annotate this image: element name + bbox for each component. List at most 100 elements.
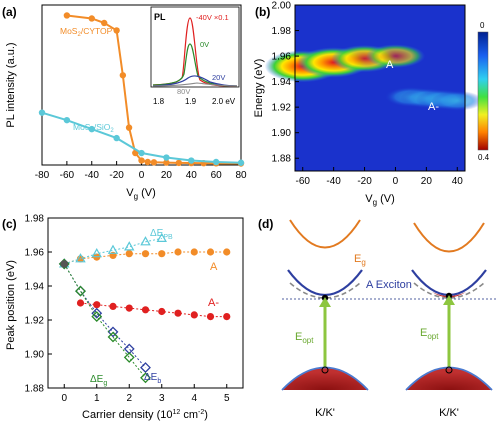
series-point — [138, 157, 145, 164]
series-point — [100, 19, 108, 27]
series-point — [75, 285, 86, 297]
label-mos2-cytop: MoS2/CYTOP — [60, 26, 113, 38]
valence-edge-left — [281, 366, 369, 391]
heatmap-peak-A — [365, 44, 426, 68]
exciton-band-right — [411, 269, 487, 296]
panel-d: (d) Eg A Exciton Eopt Eopt K/K' K/K' — [258, 217, 498, 419]
series-point — [188, 157, 195, 164]
exciton-band-left — [287, 269, 363, 296]
inset-curve-0v — [152, 43, 238, 87]
exciton-dashed-right — [413, 282, 485, 299]
panel-c-y-tick-label: 1.92 — [25, 316, 45, 327]
series-point — [123, 351, 135, 363]
label-delta-eg: ΔEg — [90, 374, 107, 387]
panel-c-y-tick-label: 1.88 — [25, 384, 45, 395]
series-point — [63, 12, 71, 19]
panel-a-x-tick-label: -60 — [60, 170, 75, 181]
series-guide-3 — [63, 263, 146, 368]
label-delta-epb: ΔEPB — [150, 228, 173, 241]
inset-title: PL — [154, 12, 166, 22]
valence-edge-right — [405, 366, 493, 391]
hole-left — [321, 366, 329, 374]
panel-a-label: (a) — [2, 5, 17, 19]
series-point — [223, 248, 231, 256]
panel-c-x-tick-label: 2 — [126, 393, 132, 404]
series-point — [132, 149, 139, 157]
series-point — [38, 109, 46, 116]
panel-b-x-tick-label: 40 — [452, 176, 464, 187]
series-point — [206, 313, 215, 321]
panel-b-label: (b) — [255, 5, 270, 19]
series-point — [138, 149, 145, 157]
panel-a-x-tick-label: -80 — [35, 170, 50, 181]
series-point — [88, 15, 95, 22]
series-point — [107, 331, 119, 343]
panel-c-ylabel: Peak position (eV) — [5, 260, 17, 350]
heatmap-background — [295, 5, 465, 171]
series-point — [88, 125, 95, 133]
panel-c-xlabel: Carrier density (1012 cm-2) — [82, 409, 208, 421]
heatmap-annotation-a: A — [386, 59, 394, 71]
series-point — [107, 244, 119, 254]
panel-b-frame — [294, 4, 466, 172]
colorbar-top-label: 0 — [480, 21, 485, 30]
panel-b-x-tick-label: 20 — [421, 176, 433, 187]
exciton-label: A Exciton — [366, 279, 412, 291]
series-point — [223, 313, 231, 321]
eopt-label-left: Eopt — [295, 331, 314, 345]
inset-label-80v: 80V — [177, 87, 190, 96]
k-label-left: K/K' — [315, 407, 335, 419]
panel-c-x-tick-label: 1 — [94, 393, 100, 404]
series-guide-2 — [80, 302, 227, 318]
series-guide-0 — [64, 251, 227, 265]
panel-c-x-tick-label: 4 — [191, 393, 197, 404]
panel-b: (b) A A- -60 -40 -20 0 20 40 1.88 1.90 1.92 1.94… — [253, 1, 490, 208]
series-point — [141, 306, 150, 314]
series-point — [174, 248, 182, 256]
panel-c-x-ticks: 0 1 2 3 4 5 — [61, 384, 230, 404]
panel-d-label: (d) — [258, 217, 273, 231]
series-point — [125, 304, 133, 312]
inset-curve-80v — [152, 82, 238, 87]
panel-a-x-tick-label: 80 — [235, 170, 247, 181]
series-point — [140, 236, 151, 246]
series-point — [158, 307, 166, 316]
panel-a-x-tick-label: 20 — [161, 170, 173, 181]
panel-c-y-tick-label: 1.98 — [25, 214, 45, 225]
panel-a-inset: PL -40V ×0.1 0V 20V 80V 1.8 1.9 2.0 eV — [150, 6, 240, 106]
eopt-label-right: Eopt — [420, 327, 439, 341]
series-point — [140, 372, 151, 384]
series-point — [206, 248, 215, 256]
panel-c-series — [58, 232, 231, 384]
panel-b-y-tick-label: 1.94 — [272, 77, 292, 88]
panel-b-ylabel: Energy (eV) — [253, 59, 265, 118]
panel-b-x-tick-label: -40 — [326, 176, 341, 187]
series-point — [91, 311, 103, 323]
panel-b-x-ticks: -60 -40 -20 0 20 40 — [296, 167, 464, 187]
panel-a-x-tick-label: -20 — [109, 170, 124, 181]
heatmap-peak-A- — [431, 90, 484, 111]
panel-b-y-tick-label: 1.88 — [272, 154, 292, 165]
conduction-band-left — [289, 219, 361, 249]
panel-b-x-tick-label: -60 — [296, 176, 311, 187]
series-guide-1 — [64, 237, 162, 265]
panel-a: (a) -80 -60 -40 -20 0 20 40 60 80 Vg (V) PL inte… — [2, 4, 247, 201]
label-a-minus: A- — [208, 297, 219, 309]
panel-b-y-tick-label: 1.98 — [272, 26, 292, 37]
series-point — [124, 241, 135, 251]
panel-c-label: (c) — [2, 217, 17, 231]
exciton-dashed-left — [289, 282, 361, 299]
panel-a-x-tick-label: 40 — [186, 170, 198, 181]
series-point — [163, 159, 170, 166]
panel-c-x-tick-label: 5 — [224, 393, 230, 404]
series-point — [113, 134, 120, 142]
eg-label: Eg — [354, 253, 366, 267]
inset-tick-1: 1.8 — [153, 97, 165, 106]
panel-a-ylabel: PL intensity (a.u.) — [5, 42, 17, 127]
panel-c: (c) 0 1 2 3 4 5 1.88 1.90 1.92 1.94 1.96 1.98 Carr… — [2, 214, 244, 421]
panel-c-x-tick-label: 3 — [159, 393, 165, 404]
colorbar-bottom-label: 0.4 — [478, 153, 490, 162]
series-point — [109, 302, 117, 310]
panel-c-y-tick-label: 1.94 — [25, 282, 45, 293]
eopt-arrowhead-left — [319, 297, 331, 307]
